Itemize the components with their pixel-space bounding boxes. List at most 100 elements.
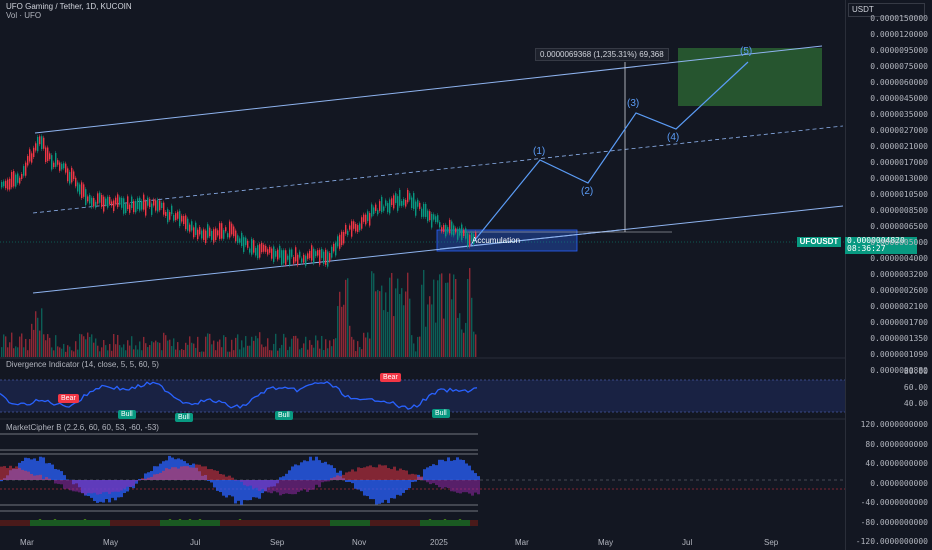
money-flow-bar: [294, 480, 297, 495]
money-flow-bar: [453, 480, 456, 492]
wave-bar: [453, 460, 456, 480]
money-flow-bar: [411, 473, 414, 480]
candle-body: [9, 178, 11, 190]
wave-bar: [441, 459, 444, 480]
wave-3-label[interactable]: (3): [627, 98, 640, 109]
wave-bar: [285, 473, 288, 480]
candle-body: [331, 246, 333, 258]
volume-bar: [35, 311, 37, 357]
wave-bar: [444, 461, 447, 480]
volume-bar: [259, 332, 261, 357]
elliott-wave-path[interactable]: [469, 61, 749, 247]
volume-bar: [145, 343, 147, 357]
candle-body: [115, 197, 117, 205]
channel-top-line[interactable]: [34, 45, 823, 134]
wave-bar: [426, 467, 429, 480]
wave-2-label[interactable]: (2): [581, 186, 594, 197]
money-flow-bar: [321, 480, 324, 483]
candle-body: [345, 224, 347, 234]
volume-bar: [355, 351, 357, 357]
money-flow-bar: [423, 480, 426, 481]
target-zone[interactable]: [678, 48, 822, 106]
divergence-indicator-title[interactable]: Divergence Indicator (14, close, 5, 5, 6…: [6, 360, 159, 369]
wave-bar: [360, 480, 363, 492]
money-flow-bar: [456, 480, 459, 493]
wave-1-label[interactable]: (1): [533, 146, 546, 157]
volume-bar: [13, 348, 15, 357]
volume-bar: [433, 279, 435, 357]
candle-body: [193, 227, 195, 238]
candle-body: [263, 244, 265, 252]
symbol-title[interactable]: UFO Gaming / Tether, 1D, KUCOIN: [6, 2, 132, 11]
money-flow-bar: [99, 480, 102, 495]
wave-4-label[interactable]: (4): [667, 132, 680, 143]
candle-body: [107, 196, 109, 208]
money-flow-bar: [246, 480, 249, 487]
money-flow-bar: [189, 467, 192, 480]
candle-body: [347, 230, 349, 236]
volume-bar: [221, 347, 223, 357]
candle-body: [295, 247, 297, 262]
wave-bar: [405, 480, 408, 490]
wave-bar: [36, 460, 39, 480]
candle-body: [131, 196, 133, 208]
main-chart[interactable]: [0, 0, 845, 550]
candle-body: [13, 170, 15, 187]
wave-bar: [138, 479, 141, 480]
volume-label[interactable]: Vol · UFO: [6, 11, 42, 20]
volume-bar: [351, 336, 353, 357]
time-tick: May: [598, 538, 614, 547]
candle-body: [183, 216, 185, 225]
time-tick: Jul: [190, 538, 201, 547]
money-flow-bar: [69, 480, 72, 491]
money-flow-bar: [6, 468, 9, 480]
price-tick: 0.0000017000: [870, 158, 928, 167]
money-flow-bar: [450, 480, 453, 492]
wave-5-label[interactable]: (5): [740, 46, 753, 57]
money-flow-bar: [339, 476, 342, 480]
money-flow-bar: [141, 478, 144, 480]
candle-body: [397, 196, 399, 211]
money-flow-bar: [12, 468, 15, 480]
money-flow-bar: [312, 480, 315, 490]
candle-body: [73, 171, 75, 180]
candle-body: [69, 171, 71, 184]
volume-bar: [293, 336, 295, 357]
candle-body: [437, 215, 439, 223]
volume-bar: [205, 336, 207, 357]
money-flow-bar: [330, 478, 333, 480]
measure-label[interactable]: 0.0000069368 (1,235.31%) 69,368: [535, 48, 669, 61]
accumulation-label[interactable]: Accumulation: [472, 236, 521, 245]
wave-bar: [45, 463, 48, 480]
volume-bar: [251, 336, 253, 357]
wave-bar: [351, 480, 354, 484]
candle-body: [165, 211, 167, 217]
money-flow-bar: [171, 467, 174, 480]
money-flow-bar: [207, 469, 210, 480]
volume-bar: [347, 278, 349, 357]
cipher-tick: 120.0000000000: [860, 420, 928, 429]
volume-bar: [375, 291, 377, 357]
money-flow-bar: [288, 480, 291, 494]
volume-bar: [169, 339, 171, 357]
money-flow-bar: [345, 472, 348, 480]
money-flow-bar: [306, 480, 309, 492]
money-flow-bar: [297, 480, 300, 492]
volume-bar: [167, 340, 169, 357]
currency-selector[interactable]: USDT: [848, 3, 925, 17]
money-flow-bar: [405, 470, 408, 480]
channel-bottom-line[interactable]: [32, 205, 844, 294]
candle-body: [357, 225, 359, 232]
volume-bar: [193, 343, 195, 357]
candle-body: [341, 231, 343, 246]
cipher-indicator-title[interactable]: MarketCipher B (2.2.6, 60, 60, 53, -60, …: [6, 423, 159, 432]
price-axis[interactable]: [845, 0, 932, 550]
wave-bar: [231, 480, 234, 497]
volume-bar: [15, 346, 17, 357]
wave-bar: [438, 459, 441, 480]
money-flow-bar: [387, 468, 390, 480]
candle-body: [303, 254, 305, 263]
channel-mid-line[interactable]: [32, 125, 844, 214]
candle-body: [395, 193, 397, 203]
volume-bar: [225, 337, 227, 357]
